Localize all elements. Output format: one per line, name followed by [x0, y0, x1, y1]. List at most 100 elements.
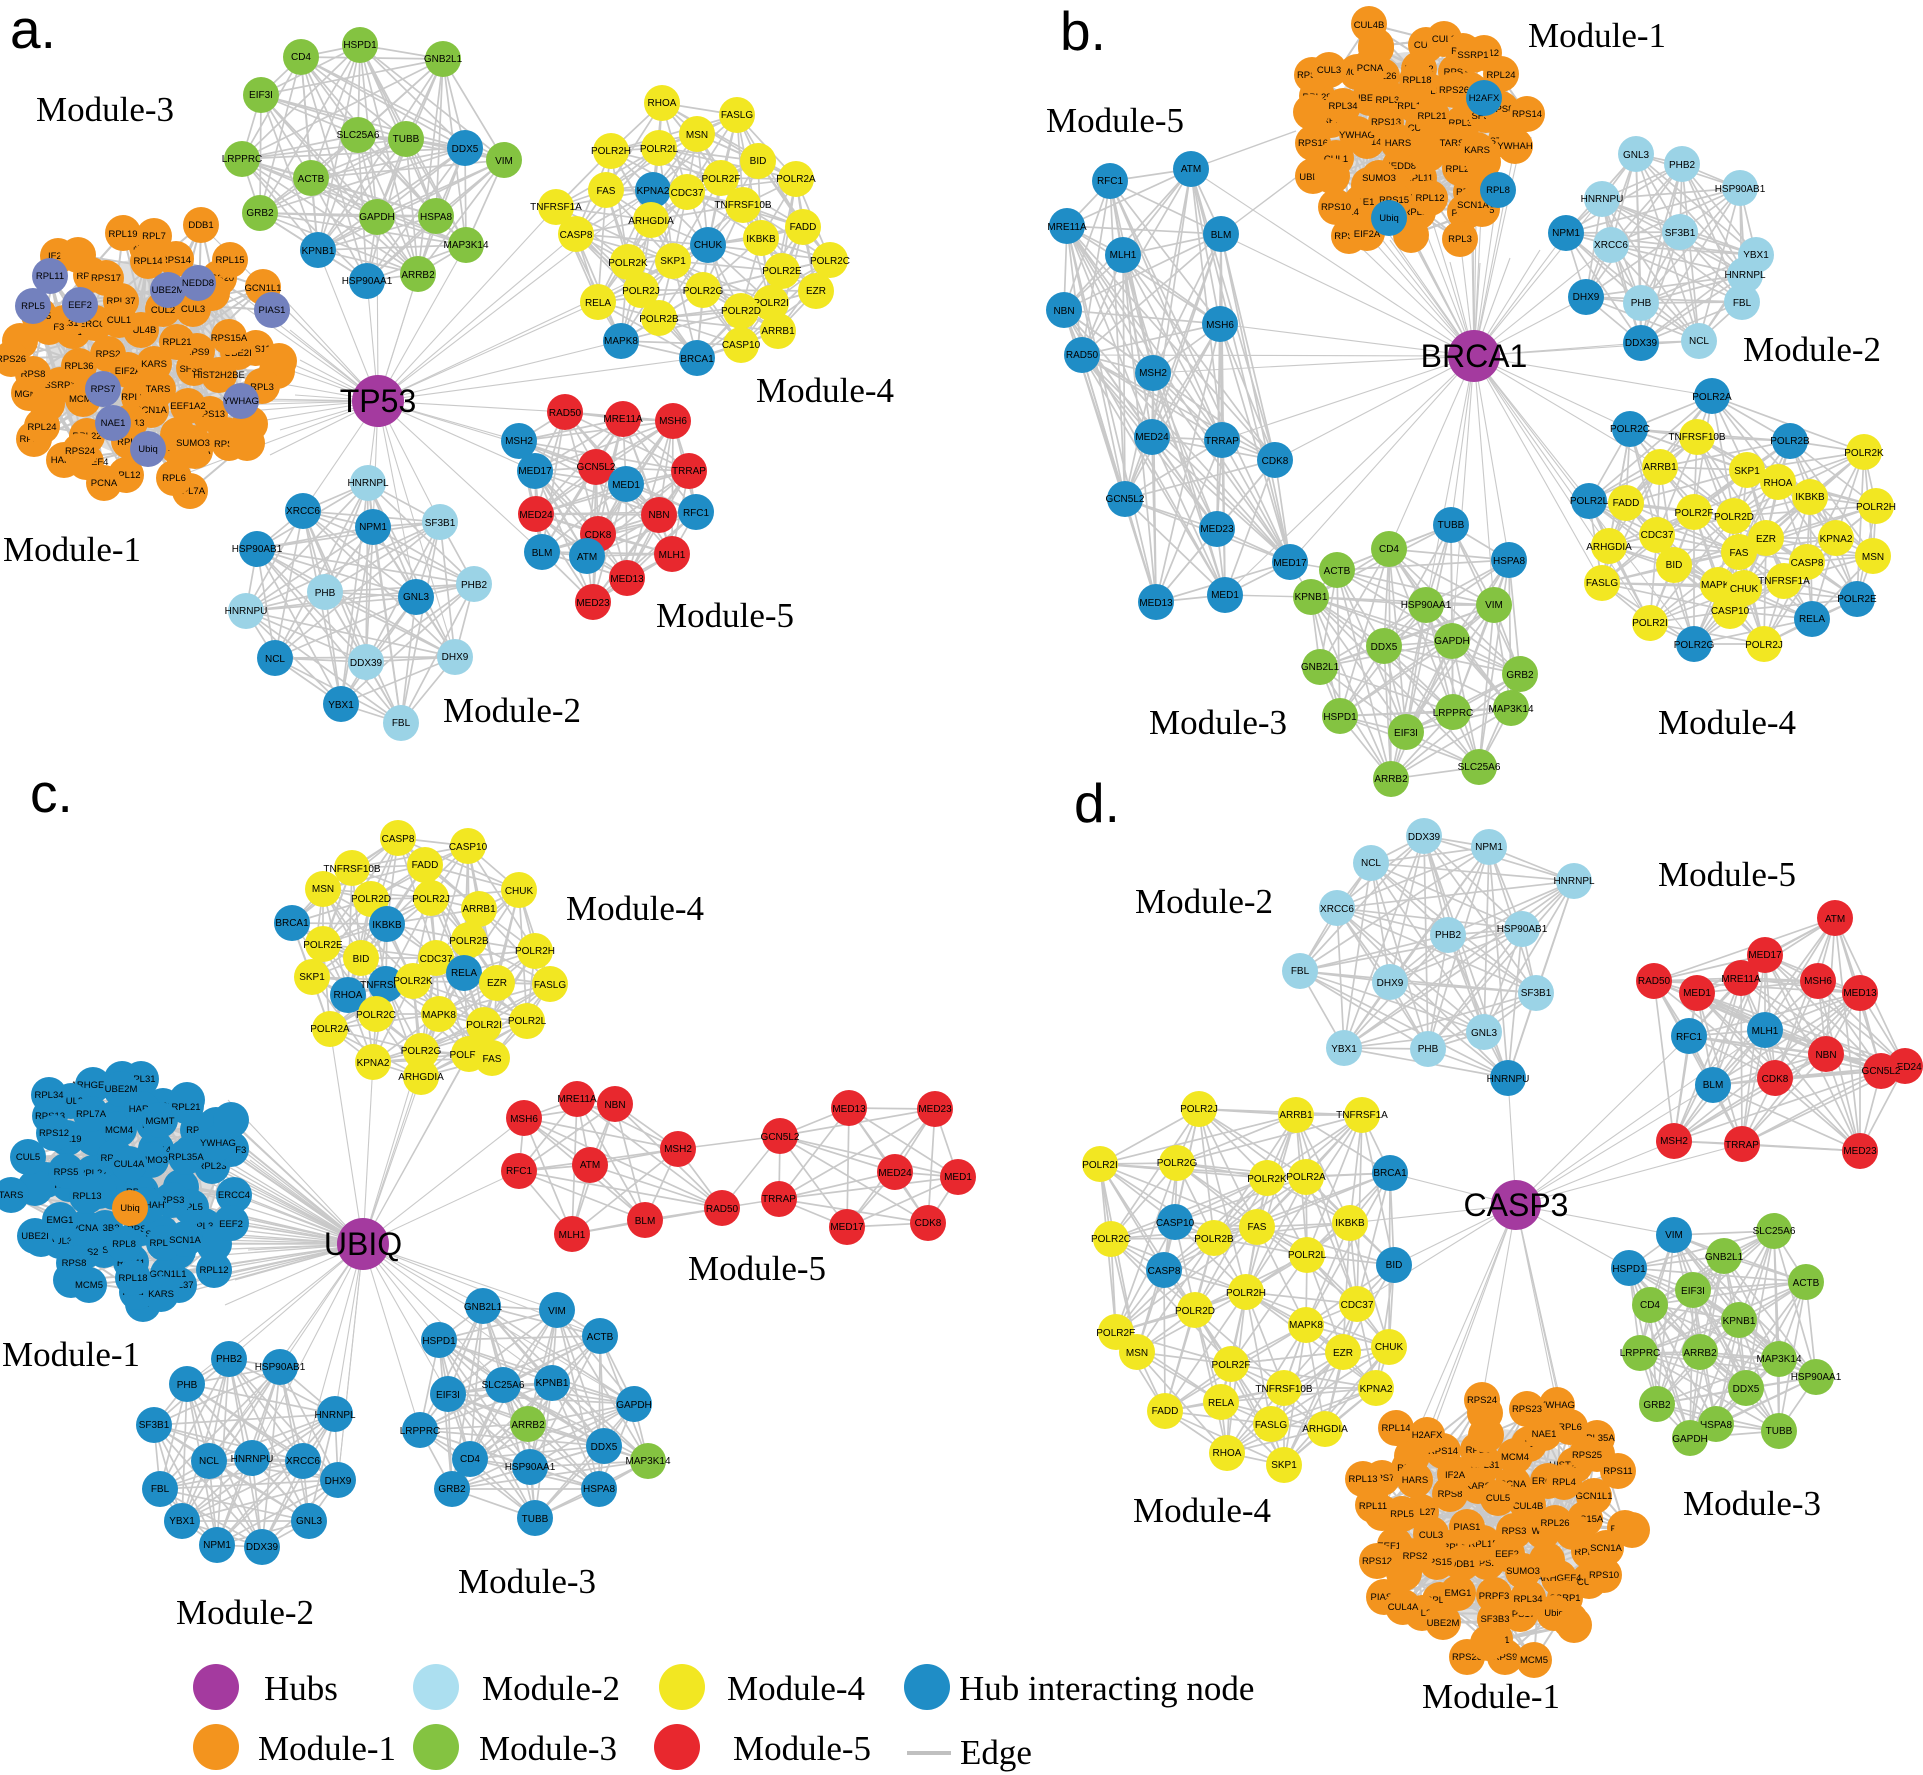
svg-text:SF3B3: SF3B3: [1480, 1614, 1509, 1625]
svg-text:NEDD8: NEDD8: [1384, 161, 1416, 172]
svg-text:GRB2: GRB2: [438, 1484, 466, 1495]
svg-text:ATM: ATM: [580, 1160, 600, 1171]
svg-text:SLC25A6: SLC25A6: [1753, 1226, 1796, 1237]
svg-text:YBX1: YBX1: [328, 700, 354, 711]
svg-text:ACTB: ACTB: [1793, 1278, 1820, 1289]
svg-text:Module-2: Module-2: [1743, 330, 1881, 369]
svg-text:DHX9: DHX9: [1573, 292, 1600, 303]
svg-text:TUBB: TUBB: [1766, 1426, 1793, 1437]
svg-text:RPL7A: RPL7A: [76, 1109, 107, 1120]
svg-text:MSH2: MSH2: [1660, 1136, 1688, 1147]
svg-text:ARHGEF4: ARHGEF4: [1537, 1573, 1582, 1584]
svg-text:NPM1: NPM1: [1475, 842, 1503, 853]
svg-text:HSP90AB1: HSP90AB1: [1497, 924, 1548, 935]
svg-text:HSPD1: HSPD1: [1323, 712, 1357, 723]
svg-text:PHB2: PHB2: [216, 1354, 243, 1365]
svg-text:SCN1A: SCN1A: [1457, 200, 1489, 211]
svg-text:PHB: PHB: [1631, 298, 1652, 309]
svg-text:POLR2B: POLR2B: [449, 936, 489, 947]
svg-text:RPS5: RPS5: [54, 1167, 79, 1178]
svg-text:RPL27: RPL27: [78, 1168, 107, 1179]
svg-text:CASP8: CASP8: [1791, 558, 1824, 569]
svg-text:EMG1: EMG1: [47, 1215, 74, 1226]
svg-text:FAS: FAS: [1248, 1222, 1267, 1233]
svg-text:POLR2G: POLR2G: [1157, 1158, 1198, 1169]
svg-text:PHB2: PHB2: [461, 580, 488, 591]
svg-text:GRB2: GRB2: [1643, 1400, 1671, 1411]
svg-text:POLR2C: POLR2C: [810, 256, 850, 267]
svg-text:POLR2K: POLR2K: [1844, 448, 1884, 459]
svg-text:YBX1: YBX1: [1743, 250, 1769, 261]
svg-text:RAD50: RAD50: [706, 1204, 739, 1215]
svg-text:Ubiq: Ubiq: [138, 444, 158, 455]
svg-text:EZR: EZR: [487, 978, 507, 989]
svg-text:CUL4B: CUL4B: [1354, 20, 1385, 31]
svg-text:CUL3: CUL3: [181, 304, 205, 315]
svg-text:RPS15A: RPS15A: [211, 333, 248, 344]
svg-text:GNB2L1: GNB2L1: [1301, 662, 1340, 673]
svg-text:MED24: MED24: [878, 1168, 912, 1179]
svg-text:CDC37: CDC37: [1341, 1300, 1374, 1311]
svg-text:RFC1: RFC1: [1097, 176, 1124, 187]
svg-text:BLM: BLM: [635, 1216, 656, 1227]
svg-text:GCN5L2: GCN5L2: [761, 1132, 800, 1143]
svg-text:RPS7: RPS7: [1370, 1473, 1395, 1484]
svg-text:GNB2L1: GNB2L1: [1705, 1252, 1744, 1263]
svg-text:CASP8: CASP8: [1148, 1266, 1181, 1277]
svg-text:SF3B1: SF3B1: [139, 1420, 170, 1431]
svg-text:MED24: MED24: [1888, 1062, 1922, 1073]
svg-text:RPS13: RPS13: [1371, 117, 1401, 128]
svg-text:GCN1L1: GCN1L1: [1576, 1491, 1613, 1502]
svg-text:RPS10: RPS10: [89, 1245, 119, 1256]
svg-text:DDB1: DDB1: [1449, 1559, 1474, 1570]
svg-text:DDX5: DDX5: [1733, 1384, 1760, 1395]
svg-text:TRRAP: TRRAP: [1725, 1140, 1759, 1151]
svg-text:FBL: FBL: [151, 1484, 170, 1495]
svg-text:RPS23: RPS23: [127, 1224, 157, 1235]
svg-text:NCL: NCL: [1361, 858, 1381, 869]
svg-text:TUBB: TUBB: [393, 134, 420, 145]
svg-text:MLH1: MLH1: [659, 550, 686, 561]
svg-text:HNRNPL: HNRNPL: [1724, 270, 1766, 281]
svg-text:MCM4: MCM4: [69, 394, 97, 405]
svg-text:FASLG: FASLG: [534, 980, 566, 991]
svg-text:XRCC6: XRCC6: [286, 1456, 320, 1467]
svg-text:MSH6: MSH6: [510, 1114, 538, 1125]
svg-text:Module-1: Module-1: [258, 1729, 396, 1768]
svg-text:RPL37: RPL37: [106, 296, 135, 307]
svg-text:ARHGEF4: ARHGEF4: [71, 1080, 116, 1091]
svg-text:MSH6: MSH6: [1804, 976, 1832, 987]
svg-text:MAPK8: MAPK8: [1289, 1320, 1323, 1331]
svg-text:RAD50: RAD50: [549, 408, 582, 419]
svg-text:MED1: MED1: [612, 480, 640, 491]
svg-text:RPL12: RPL12: [111, 470, 140, 481]
svg-text:CD4: CD4: [1379, 544, 1399, 555]
svg-text:RPL36: RPL36: [149, 1238, 178, 1249]
svg-text:RPS10: RPS10: [1321, 202, 1351, 213]
svg-text:Ubiq: Ubiq: [1544, 1608, 1564, 1619]
svg-text:RPS11: RPS11: [241, 344, 270, 355]
svg-text:CUL3: CUL3: [1317, 65, 1341, 76]
svg-text:MED24: MED24: [1135, 432, 1169, 443]
svg-text:Module-5: Module-5: [1046, 101, 1184, 140]
svg-text:RPS14: RPS14: [161, 255, 191, 266]
svg-text:RPL12: RPL12: [199, 1265, 228, 1276]
svg-text:SLC25A6: SLC25A6: [1458, 762, 1501, 773]
svg-text:XRCC6: XRCC6: [1320, 904, 1354, 915]
svg-text:DDX5: DDX5: [1371, 642, 1398, 653]
svg-text:EZR: EZR: [1333, 1348, 1353, 1359]
svg-text:MAPK8: MAPK8: [604, 336, 638, 347]
svg-text:KARS: KARS: [1465, 1481, 1491, 1492]
svg-text:KARS: KARS: [1464, 145, 1490, 156]
svg-text:RPL23: RPL23: [197, 1161, 226, 1172]
svg-text:CHUK: CHUK: [694, 240, 723, 251]
svg-text:EEF2: EEF2: [219, 1219, 243, 1230]
svg-text:RPL36: RPL36: [64, 361, 93, 372]
svg-text:MRE11A: MRE11A: [557, 1094, 597, 1105]
svg-text:PIAS1: PIAS1: [259, 305, 286, 316]
svg-text:HARS: HARS: [1385, 138, 1411, 149]
svg-text:HSP90AA1: HSP90AA1: [1791, 1372, 1842, 1383]
svg-text:CDC37: CDC37: [420, 954, 453, 965]
svg-text:POLR2I: POLR2I: [1082, 1160, 1118, 1171]
svg-text:RPL3: RPL3: [250, 382, 274, 393]
